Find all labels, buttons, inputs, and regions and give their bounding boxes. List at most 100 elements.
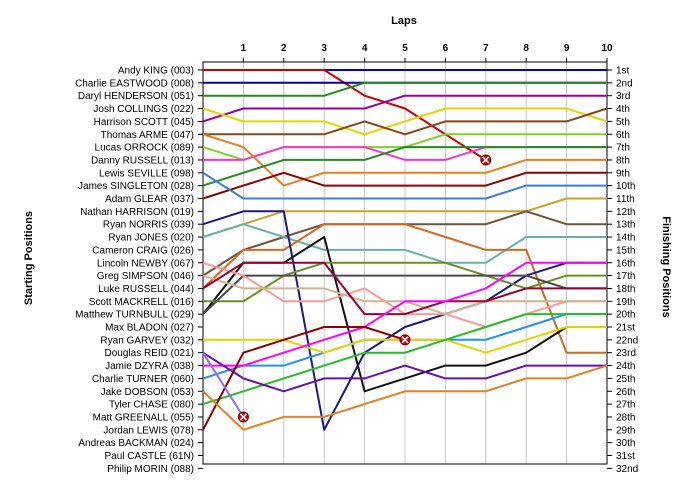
retired-marker <box>237 411 249 423</box>
finishing-position-label: 14th <box>616 233 635 244</box>
starting-position-label: Philip MORIN (088) <box>107 464 194 475</box>
series-line <box>202 223 607 264</box>
starting-position-label: Douglas REID (021) <box>105 348 194 359</box>
lap-label: 9 <box>564 43 570 54</box>
lap-label: 4 <box>362 43 368 54</box>
starting-position-label: Thomas ARME (047) <box>101 130 194 141</box>
lap-label: 8 <box>523 43 529 54</box>
finishing-position-label: 29th <box>616 425 635 436</box>
series-line <box>202 326 406 431</box>
finishing-position-label: 6th <box>616 130 630 141</box>
finishing-position-label: 24th <box>616 361 635 372</box>
lap-label: 3 <box>321 43 327 54</box>
series-line <box>202 133 607 187</box>
finishing-position-label: 25th <box>616 374 635 385</box>
series-line <box>202 313 607 406</box>
series-line <box>202 171 607 200</box>
finishing-position-label: 2nd <box>616 78 633 89</box>
finishing-position-label: 20th <box>616 310 635 321</box>
starting-position-label: Charlie TURNER (060) <box>92 374 194 385</box>
finishing-position-label: 8th <box>616 155 630 166</box>
series-line <box>202 352 245 418</box>
starting-position-label: Scott MACKRELL (016) <box>89 297 194 308</box>
y-axis-title-left: Starting Positions <box>23 211 35 305</box>
lap-label: 2 <box>281 43 287 54</box>
lap-label: 5 <box>402 43 408 54</box>
finishing-position-label: 4th <box>616 104 630 115</box>
finishing-position-label: 5th <box>616 117 630 128</box>
finishing-position-label: 19th <box>616 297 635 308</box>
series-line <box>202 107 608 136</box>
starting-position-label: Jake DOBSON (053) <box>101 387 194 398</box>
starting-position-label: Charlie EASTWOOD (008) <box>75 78 194 89</box>
series-line <box>203 261 607 367</box>
finishing-position-label: 10th <box>616 181 635 192</box>
finishing-position-label: 3rd <box>616 91 630 102</box>
starting-position-label: Matt GREENALL (055) <box>93 412 194 423</box>
starting-position-label: Jamie DZYRA (038) <box>105 361 194 372</box>
finishing-position-label: 15th <box>616 245 635 256</box>
lap-label: 6 <box>443 43 449 54</box>
starting-position-label: Luke RUSSELL (044) <box>98 284 194 295</box>
series-line <box>202 171 607 200</box>
finishing-position-label: 32nd <box>616 464 638 475</box>
starting-position-label: Nathan HARRISON (019) <box>80 207 194 218</box>
retirement-markers <box>237 154 492 423</box>
starting-position-label: Harrison SCOTT (045) <box>94 117 194 128</box>
series-line <box>203 107 608 136</box>
starting-position-label: Daryl HENDERSON (051) <box>78 91 194 102</box>
starting-position-label: Ryan NORRIS (039) <box>103 220 194 231</box>
finishing-position-label: 9th <box>616 168 630 179</box>
finishing-position-label: 30th <box>616 438 635 449</box>
starting-position-label: Lincoln NEWBY (067) <box>97 258 194 269</box>
finishing-position-label: 11th <box>616 194 635 205</box>
chart-title: Laps <box>391 15 417 27</box>
series-line <box>202 197 607 238</box>
lap-label: 7 <box>483 43 489 54</box>
finishing-position-label: 22nd <box>616 335 638 346</box>
finishing-position-label: 27th <box>616 400 635 411</box>
series-line <box>203 81 607 97</box>
retired-marker <box>480 154 492 166</box>
starting-position-label: Andreas BACKMAN (024) <box>78 438 194 449</box>
starting-position-label: Lewis SEVILLE (098) <box>99 168 194 179</box>
starting-position-label: Josh COLLINGS (022) <box>93 104 194 115</box>
finishing-position-label: 28th <box>616 412 635 423</box>
lap-label: 10 <box>601 43 613 54</box>
series-line <box>202 146 607 187</box>
starting-position-label: Greg SIMPSON (046) <box>97 271 194 282</box>
series-line <box>203 261 607 303</box>
lap-axis-labels: 1 2 3 4 5 6 7 8 9 10 <box>241 43 613 62</box>
starting-position-label: Adam GLEAR (037) <box>105 194 194 205</box>
driver-lines <box>202 69 608 431</box>
finishing-position-label: 13th <box>616 220 635 231</box>
series-line <box>202 351 607 393</box>
series-line <box>202 261 607 316</box>
finishing-position-label: 17th <box>616 271 635 282</box>
starting-position-label: Jordan LEWIS (078) <box>103 425 194 436</box>
finishing-position-label: 16th <box>616 258 635 269</box>
series-line <box>202 94 607 123</box>
starting-position-label: Max BLADON (027) <box>105 323 194 334</box>
finishing-position-label: 21st <box>616 323 635 334</box>
starting-position-label: James SINGLETON (028) <box>78 181 194 192</box>
starting-position-label: Andy KING (003) <box>118 66 194 77</box>
starting-position-label: Danny RUSSELL (013) <box>91 155 194 166</box>
series-line <box>202 274 607 315</box>
retired-marker <box>399 334 411 346</box>
finishing-position-label: 31st <box>616 451 635 462</box>
lap-label: 1 <box>241 43 247 54</box>
y-axis-title-right: Finishing Positions <box>660 216 672 317</box>
starting-position-label: Cameron CRAIG (026) <box>92 245 194 256</box>
finishing-position-label: 23rd <box>616 348 636 359</box>
starting-position-label: Ryan JONES (020) <box>108 233 194 244</box>
starting-position-label: Matthew TURNBULL (029) <box>75 310 194 321</box>
starting-position-label: Tyler CHASE (080) <box>109 400 194 411</box>
finishing-position-label: 1st <box>616 66 630 77</box>
finishing-position-label: 18th <box>616 284 635 295</box>
starting-position-label: Lucas ORROCK (089) <box>95 143 194 154</box>
starting-position-label: Paul CASTLE (61N) <box>105 451 194 462</box>
finishing-position-label: 12th <box>616 207 635 218</box>
starting-position-label: Ryan GARVEY (032) <box>100 335 194 346</box>
